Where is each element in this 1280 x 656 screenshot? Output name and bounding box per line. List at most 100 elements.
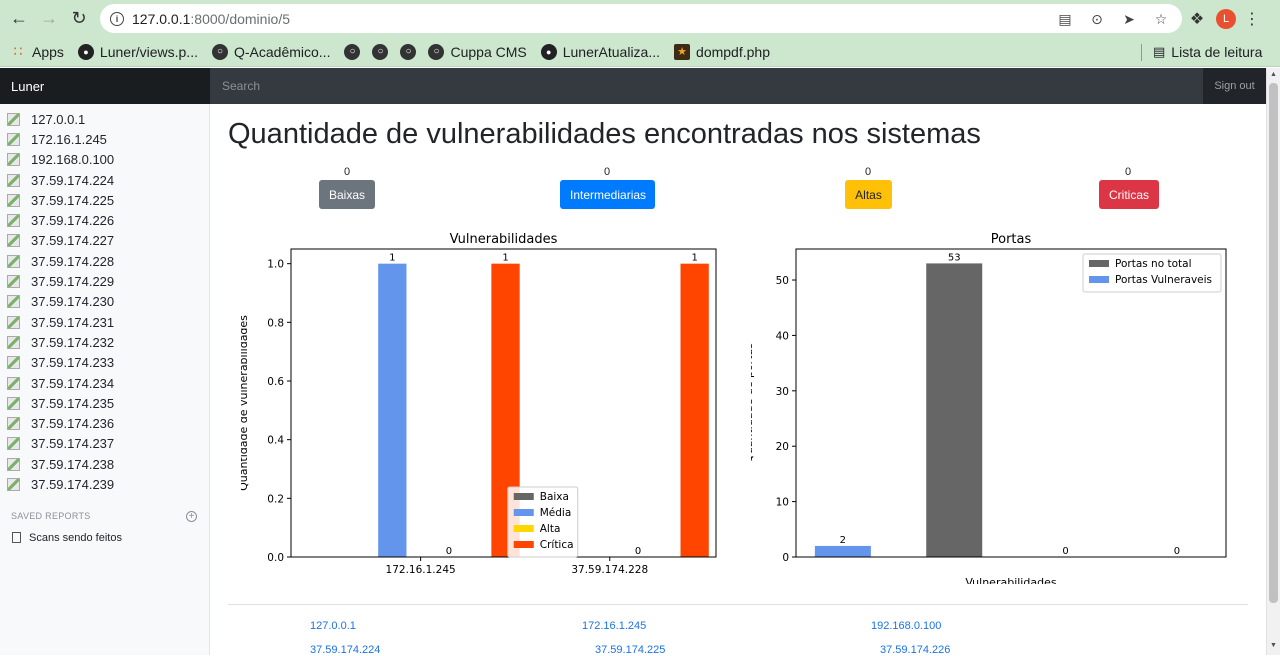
legend-swatch [513, 493, 534, 500]
bookmark-globe-1[interactable]: ○ [344, 43, 366, 60]
sidebar-host-label: 37.59.174.235 [31, 395, 115, 411]
report-label: Scans sendo feitos [29, 531, 122, 544]
bookmark-globe-3[interactable]: ○ [400, 43, 422, 60]
bookmark-q-academico[interactable]: ○ Q-Acadêmico... [211, 43, 330, 60]
zoom-icon[interactable]: ⊙ [1091, 10, 1103, 27]
broken-image-icon [7, 315, 20, 329]
host-link[interactable]: 37.59.174.226 [880, 644, 951, 656]
bookmark-star-icon[interactable]: ☆ [1154, 10, 1168, 27]
sidebar-host-label: 37.59.174.224 [31, 172, 115, 188]
bookmark-globe-2[interactable]: ○ [372, 43, 394, 60]
sidebar-host-item[interactable]: 37.59.174.230 [0, 292, 209, 312]
bookmarks-separator [1141, 44, 1142, 61]
sidebar-host-item[interactable]: 192.168.0.100 [0, 150, 209, 170]
saved-reports-header: SAVED REPORTS + [0, 510, 209, 522]
bookmark-luner-views[interactable]: ● Luner/views.p... [77, 43, 198, 60]
globe-icon: ○ [344, 43, 361, 60]
sidebar-host-item[interactable]: 37.59.174.231 [0, 312, 209, 332]
bar-value-label: 0 [1174, 546, 1180, 557]
profile-avatar[interactable]: L [1216, 8, 1236, 29]
host-link[interactable]: 192.168.0.100 [871, 620, 942, 632]
sidebar-host-item[interactable]: 127.0.0.1 [0, 109, 209, 129]
criticas-button[interactable]: Criticas [1099, 180, 1159, 209]
send-icon[interactable]: ➤ [1123, 10, 1135, 27]
forward-icon[interactable]: → [40, 7, 58, 28]
sidebar-host-item[interactable]: 37.59.174.227 [0, 231, 209, 251]
bookmark-luner-atualiza[interactable]: ● LunerAtualiza... [540, 43, 660, 60]
translate-icon[interactable]: ▤ [1058, 10, 1072, 27]
baixas-button[interactable]: Baixas [319, 180, 375, 209]
y-tick-label: 10 [776, 497, 789, 509]
y-axis-label: Quantidade de portas [751, 343, 755, 463]
bookmark-cuppa-cms[interactable]: ○ Cuppa CMS [428, 43, 527, 60]
sidebar-host-item[interactable]: 37.59.174.236 [0, 413, 209, 433]
back-icon[interactable]: ← [10, 7, 28, 28]
host-link[interactable]: 37.59.174.224 [310, 644, 381, 656]
sidebar-host-item[interactable]: 37.59.174.235 [0, 393, 209, 413]
report-item[interactable]: Scans sendo feitos [0, 532, 209, 544]
plot-frame [795, 248, 1227, 558]
chart-title: Portas [991, 232, 1032, 247]
sidebar-host-item[interactable]: 37.59.174.224 [0, 170, 209, 190]
host-link[interactable]: 172.16.1.245 [582, 620, 647, 632]
add-report-icon[interactable]: + [186, 510, 197, 522]
sidebar-host-item[interactable]: 37.59.174.239 [0, 474, 209, 494]
broken-image-icon [7, 396, 20, 410]
legend-swatch [1089, 276, 1109, 283]
chart-title: Vulnerabilidades [450, 232, 558, 247]
sidebar-host-item[interactable]: 37.59.174.234 [0, 373, 209, 393]
host-link[interactable]: 37.59.174.225 [595, 644, 666, 656]
sidebar-host-item[interactable]: 37.59.174.237 [0, 434, 209, 454]
broken-image-icon [7, 376, 20, 390]
reading-list-button[interactable]: ▤ Lista de leitura [1153, 44, 1263, 60]
bookmark-dompdf[interactable]: ★ dompdf.php [674, 43, 770, 60]
host-link[interactable]: 127.0.0.1 [310, 620, 356, 632]
scroll-up-icon[interactable]: ▲ [1270, 71, 1277, 78]
bookmark-apps[interactable]: ∷ Apps [10, 43, 64, 60]
count-criticas: 0 [1124, 166, 1132, 178]
extensions-icon[interactable]: ❖ [1189, 10, 1205, 28]
broken-image-icon [7, 295, 20, 309]
page-scrollbar[interactable]: ▲ ▼ [1266, 68, 1280, 655]
sidebar-host-label: 37.59.174.237 [31, 436, 115, 452]
reload-icon[interactable]: ↻ [71, 7, 87, 28]
broken-image-icon [7, 477, 20, 491]
sidebar-host-item[interactable]: 37.59.174.233 [0, 353, 209, 373]
sidebar-host-item[interactable]: 37.59.174.232 [0, 332, 209, 352]
url-host: 127.0.0.1 [132, 10, 191, 27]
search-input[interactable] [210, 68, 1203, 104]
legend-swatch [513, 509, 534, 516]
bar-value-label: 0 [1062, 546, 1068, 557]
sidebar-host-item[interactable]: 172.16.1.245 [0, 129, 209, 149]
sidebar-host-label: 37.59.174.226 [31, 213, 115, 229]
browser-toolbar: ← → ↻ i 127.0.0.1:8000/dominio/5 ▤ ⊙ ➤ ☆… [0, 0, 1280, 37]
sidebar: 127.0.0.1 172.16.1.245 192.168.0.100 37.59.… [0, 104, 210, 655]
altas-button[interactable]: Altas [845, 180, 892, 209]
main-content: Quantidade de vulnerabilidades encontrad… [211, 104, 1266, 656]
vulnerabilities-chart: Vulnerabilidades Quantidade de vulnerabil… [241, 232, 717, 576]
site-info-icon[interactable]: i [110, 11, 124, 26]
scroll-down-icon[interactable]: ▼ [1270, 642, 1277, 649]
legend-label: Alta [540, 523, 561, 535]
menu-icon[interactable]: ⋮ [1244, 10, 1260, 28]
scroll-thumb[interactable] [1269, 83, 1278, 603]
address-bar[interactable]: i 127.0.0.1:8000/dominio/5 ▤ ⊙ ➤ ☆ [100, 4, 1182, 33]
y-tick-label: 20 [776, 441, 789, 453]
legend-swatch [513, 541, 534, 548]
bar [814, 545, 871, 557]
sidebar-host-item[interactable]: 37.59.174.238 [0, 454, 209, 474]
legend-box [507, 486, 579, 558]
legend-label: Baixa [540, 491, 569, 503]
github-icon: ● [540, 43, 557, 60]
sidebar-host-item[interactable]: 37.59.174.228 [0, 251, 209, 271]
sidebar-host-item[interactable]: 37.59.174.225 [0, 190, 209, 210]
sidebar-host-label: 37.59.174.233 [31, 355, 115, 371]
sidebar-host-label: 37.59.174.238 [31, 456, 115, 472]
sidebar-host-item[interactable]: 37.59.174.229 [0, 271, 209, 291]
broken-image-icon [7, 234, 20, 248]
signout-link[interactable]: Sign out [1214, 80, 1255, 92]
brand[interactable]: Luner [0, 68, 210, 104]
sidebar-host-label: 37.59.174.234 [31, 375, 115, 391]
intermediarias-button[interactable]: Intermediarias [560, 180, 655, 209]
sidebar-host-item[interactable]: 37.59.174.226 [0, 210, 209, 230]
